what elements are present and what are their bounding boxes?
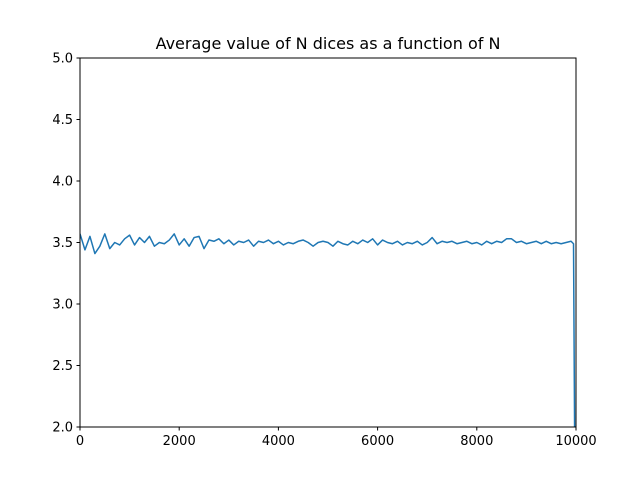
y-tick-label: 5.0 (52, 52, 73, 67)
chart-title: Average value of N dices as a function o… (156, 34, 501, 53)
x-tick-label: 6000 (361, 434, 394, 449)
x-tick-label: 10000 (555, 434, 596, 449)
x-tick-label: 2000 (163, 434, 196, 449)
x-tick-label: 8000 (460, 434, 493, 449)
plot-frame (79, 57, 577, 428)
y-tick-label: 2.0 (52, 421, 73, 436)
x-tick-label: 4000 (262, 434, 295, 449)
y-tick-label: 4.0 (52, 175, 73, 190)
y-tick-label: 3.0 (52, 298, 73, 313)
y-tick-label: 4.5 (52, 113, 73, 128)
line-series (80, 233, 576, 427)
y-tick-label: 3.5 (52, 236, 73, 251)
plot-area (80, 233, 576, 427)
x-tick-label: 0 (76, 434, 84, 449)
y-tick-label: 2.5 (52, 359, 73, 374)
